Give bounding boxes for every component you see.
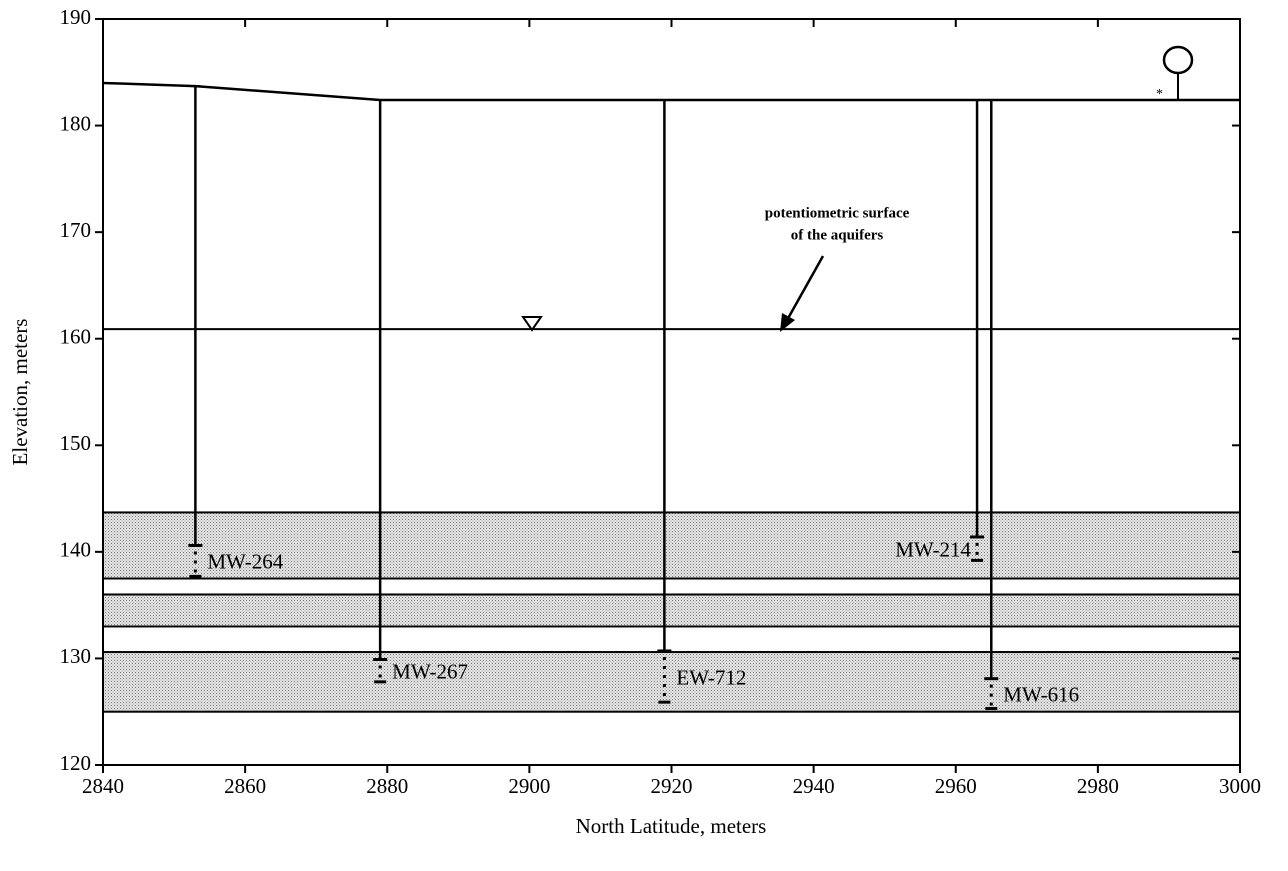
aquifer [102,511,1241,580]
x-tick-label: 2880 [366,774,408,798]
well-label: MW-267 [392,659,468,683]
well-label: MW-616 [1003,682,1079,706]
y-tick-label: 120 [60,751,92,775]
x-tick-label: 2920 [651,774,693,798]
x-axis-label: North Latitude, meters [576,814,767,838]
tree-icon: * [1156,45,1194,102]
y-tick-label: 140 [60,538,92,562]
well-label: MW-264 [207,550,283,574]
water-table-symbol [521,316,543,332]
annotation-line: of the aquifers [791,227,884,243]
shrub-mark: * [1156,87,1163,102]
x-tick-label: 2940 [793,774,835,798]
y-tick-label: 180 [60,111,92,135]
ground-surface [102,81,1240,102]
annotation-arrow [784,255,825,323]
y-axis-label: Elevation, meters [8,319,32,466]
y-tick-label: 170 [60,218,92,242]
well-label: MW-214 [895,537,971,561]
y-tick-label: 150 [60,431,92,455]
background-layer [102,81,1241,713]
x-tick-label: 2960 [935,774,977,798]
x-tick-label: 2840 [82,774,124,798]
x-tick-label: 2980 [1077,774,1119,798]
well-label: EW-712 [676,665,746,689]
y-tick-label: 160 [60,325,92,349]
annotation-line: potentiometric surface [765,205,910,221]
aquifer [102,593,1241,628]
annotation-arrowhead [780,313,795,332]
aquifer [102,651,1241,713]
x-tick-label: 3000 [1219,774,1261,798]
x-tick-label: 2900 [508,774,550,798]
y-tick-label: 190 [60,5,92,29]
y-tick-label: 130 [60,644,92,668]
x-tick-label: 2860 [224,774,266,798]
